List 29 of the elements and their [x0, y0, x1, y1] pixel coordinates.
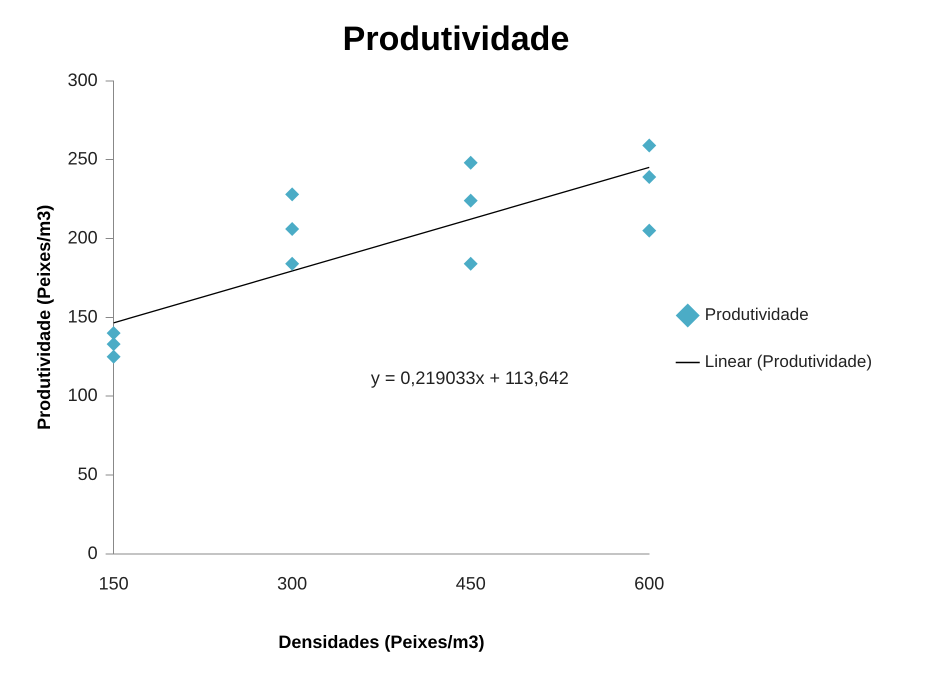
annotation: y = 0,219033x + 113,642 [370, 368, 569, 388]
x-tick-label: 450 [456, 574, 486, 594]
y-tick-label: 300 [68, 70, 98, 90]
point [464, 194, 478, 208]
point [285, 256, 300, 271]
x-tick-label: 600 [634, 574, 664, 594]
point [106, 337, 121, 352]
legend-label: Produtividade [704, 305, 809, 324]
point [106, 350, 121, 364]
y-tick-label: 200 [68, 227, 98, 248]
x-axis-title: Densidades (Peixes/m3) [278, 632, 484, 652]
point [464, 256, 478, 271]
y-tick-label: 100 [68, 385, 98, 406]
y-tick-label: 50 [78, 464, 98, 484]
x-tick-label: 150 [98, 574, 129, 594]
point [464, 156, 478, 170]
y-tick-label: 150 [68, 306, 98, 326]
chart-title: Produtividade [342, 20, 570, 58]
y-tick-label: 250 [68, 148, 98, 169]
y-tick-label: 0 [88, 542, 98, 563]
point [642, 170, 656, 184]
point [642, 138, 656, 152]
point [642, 224, 656, 238]
point [285, 222, 300, 236]
y-axis-title: Produtividade (Peixes/m3) [34, 204, 54, 430]
x-tick-label: 300 [277, 574, 308, 594]
point [285, 187, 300, 202]
point [106, 326, 121, 340]
legend-label: Linear (Produtividade) [704, 352, 872, 372]
